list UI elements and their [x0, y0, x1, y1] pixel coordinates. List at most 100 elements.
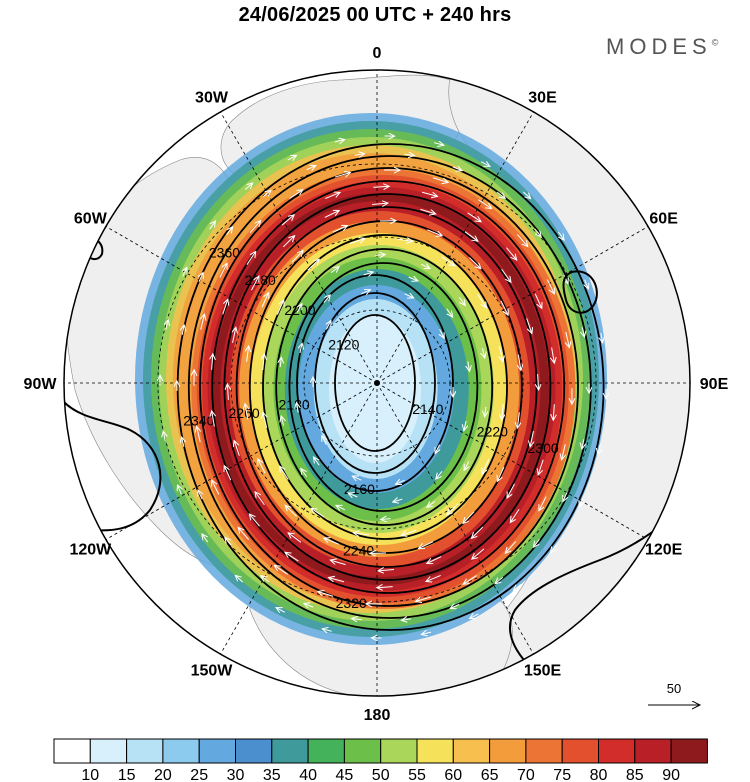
wind-arrow: [420, 264, 430, 268]
wind-arrow: [300, 343, 302, 354]
longitude-label: 90E: [700, 376, 729, 393]
meridian-line: [220, 111, 378, 384]
contour-line: [187, 155, 592, 619]
wind-arrow: [393, 499, 403, 502]
colorbar-label: 15: [118, 767, 136, 782]
colorbar-label: 70: [517, 767, 535, 782]
wind-arrow: [322, 436, 327, 445]
wind-arrow: [246, 251, 256, 266]
wind-arrow: [563, 492, 567, 501]
wind-arrow: [238, 527, 249, 540]
wind-arrow: [463, 575, 477, 585]
wind-arrow: [378, 570, 395, 571]
wind-arrow: [261, 293, 269, 308]
wind-arrow: [440, 329, 445, 338]
wind-speed-shading: [135, 113, 607, 645]
longitude-label: 0: [373, 45, 382, 62]
contour-label: 2240: [343, 542, 374, 558]
wind-arrow: [421, 632, 432, 634]
wind-arrow: [336, 505, 346, 509]
wind-arrow: [534, 293, 542, 309]
wind-arrow: [447, 503, 459, 515]
wind-arrow: [505, 540, 517, 553]
brand-text: MODES: [606, 34, 712, 59]
wind-arrow: [183, 267, 187, 277]
wind-arrow: [513, 583, 522, 591]
colorbar-swatch: [307, 738, 345, 764]
wind-arrow: [477, 294, 487, 307]
contour-label: 2200: [284, 302, 315, 318]
wind-arrow: [324, 538, 339, 545]
wind-arrow: [258, 459, 266, 474]
wind-arrow: [510, 508, 520, 522]
wind-arrow: [197, 426, 201, 443]
wind-arrow: [534, 228, 541, 237]
wind-arrow: [546, 279, 554, 294]
wind-arrow: [427, 501, 436, 507]
contour-label: 2140: [412, 401, 443, 417]
height-contours: 2120 2140 2160 2180 2200 2220 2240 2260 2280 2300…: [176, 143, 605, 631]
contour-label: 2360: [209, 244, 240, 260]
wind-arrow: [408, 277, 418, 281]
contour-line: [199, 167, 579, 607]
wind-arrow: [522, 191, 530, 199]
wind-arrow: [288, 533, 302, 543]
wind-arrow: [501, 268, 511, 282]
wind-arrow: [539, 496, 547, 511]
contour-line: [288, 262, 479, 512]
wind-arrow: [334, 139, 345, 141]
colorbar-swatch: [634, 738, 672, 764]
wind-arrow: [396, 239, 413, 241]
contour-label: 2160: [344, 481, 375, 497]
wind-arrow: [304, 603, 314, 607]
longitude-label: 180: [364, 707, 391, 724]
contour-label: 2300: [528, 440, 559, 456]
wind-arrow: [224, 466, 232, 481]
wind-arrow: [249, 221, 261, 234]
wind-arrow: [436, 471, 443, 479]
wind-arrow: [497, 466, 505, 482]
colorbar-swatch: [235, 738, 273, 764]
wind-arrow: [313, 457, 320, 466]
wind-arrow: [281, 416, 283, 426]
wind-arrow: [332, 226, 347, 233]
wind-arrow: [434, 143, 444, 146]
wind-arrow: [352, 476, 362, 480]
wind-arrow: [373, 186, 389, 187]
wind-arrow: [480, 162, 490, 167]
wind-arrow: [538, 459, 544, 475]
wind-arrow: [463, 511, 475, 524]
wind-arrow: [469, 614, 479, 619]
wind-arrow: [182, 325, 184, 335]
wind-arrow: [421, 191, 437, 196]
wind-arrow: [482, 459, 490, 474]
wind-arrow: [458, 297, 465, 305]
contour-label: 2180: [279, 397, 310, 413]
wind-arrow: [280, 466, 289, 480]
wind-arrow: [506, 247, 516, 260]
wind-arrow: [318, 591, 334, 597]
longitude-label: 30W: [195, 89, 229, 106]
wind-arrow: [579, 497, 583, 507]
wind-arrow: [306, 165, 316, 169]
wind-arrow: [452, 167, 462, 171]
wind-arrow: [233, 327, 236, 344]
wind-arrow: [361, 290, 370, 294]
wind-arrow: [499, 345, 503, 362]
wind-arrow: [450, 604, 460, 608]
longitude-label: 90W: [24, 376, 58, 393]
contour-label: 2220: [477, 424, 508, 440]
wind-arrow: [517, 412, 519, 428]
colorbar-swatch: [598, 738, 636, 764]
wind-arrow: [163, 431, 165, 442]
longitude-label: 60E: [649, 211, 678, 228]
wind-arrow: [432, 177, 448, 183]
wind-arrow: [212, 411, 215, 427]
wind-arrow: [496, 191, 505, 198]
wind-arrow: [526, 318, 532, 333]
colorbar-swatch: [670, 738, 708, 764]
wind-arrow: [330, 267, 339, 273]
colorbar-swatch: [343, 738, 382, 764]
wind-arrow: [201, 314, 205, 330]
